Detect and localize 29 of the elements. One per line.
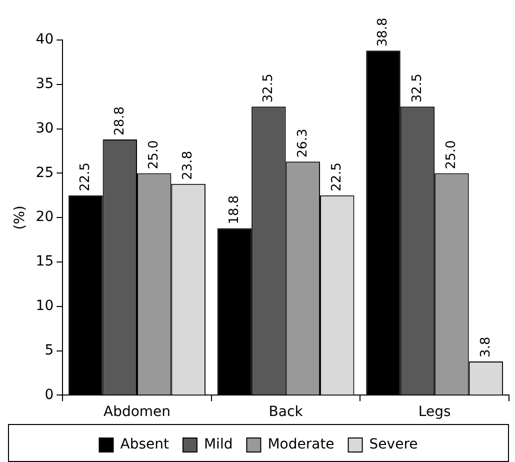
legend-label: Moderate	[268, 436, 334, 453]
y-tick-label: 25	[36, 164, 54, 181]
x-tick-label: Legs	[418, 404, 451, 420]
y-axis-title: (%)	[12, 205, 28, 230]
y-tick-label: 0	[44, 386, 54, 403]
text: 23.8	[180, 150, 196, 180]
text: 18.8	[226, 195, 242, 224]
text: 32.5	[261, 74, 276, 103]
text: 3.8	[478, 336, 494, 358]
legend-label: Severe	[369, 436, 418, 453]
text: 38.8	[376, 18, 391, 47]
y-tick-label: 30	[36, 120, 54, 136]
text: 22.5	[330, 162, 345, 192]
y-tick-label: 35	[36, 76, 54, 92]
y-tick-label: 15	[36, 254, 54, 270]
y-tick-label: 5	[44, 342, 54, 358]
text: 32.5	[410, 74, 425, 103]
legend-label: Absent	[120, 436, 170, 453]
text: 22.5	[78, 162, 94, 192]
text: 25.0	[444, 140, 460, 170]
y-tick-label: 20	[36, 209, 54, 226]
legend-label: Mild	[204, 436, 233, 453]
text: 25.0	[146, 140, 162, 170]
x-tick-label: Abdomen	[103, 404, 171, 420]
y-tick-label: 40	[36, 32, 54, 48]
text: 28.8	[112, 106, 128, 136]
y-tick-label: 10	[36, 298, 54, 314]
x-tick-label: Back	[268, 404, 304, 420]
text: 26.3	[295, 128, 310, 158]
